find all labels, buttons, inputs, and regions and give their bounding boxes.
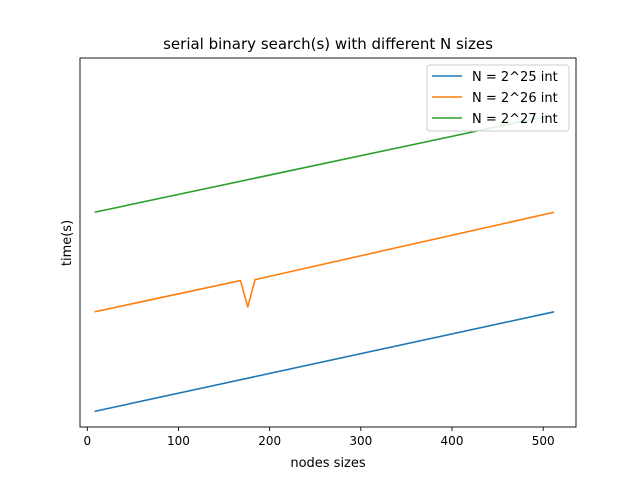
series-line-1 (94, 311, 555, 413)
x-tick-label: 300 (349, 434, 372, 448)
y-axis-label: time(s) (60, 220, 75, 266)
chart-title: serial binary search(s) with different N… (163, 35, 493, 53)
legend: N = 2^25 int N = 2^26 int N = 2^27 int (426, 64, 570, 132)
x-axis-ticks: 0 100 200 300 400 500 (83, 427, 555, 448)
legend-label-1: N = 2^25 int (472, 70, 558, 85)
x-tick-label: 500 (532, 434, 555, 448)
x-tick-label: 200 (258, 434, 281, 448)
x-tick-label: 100 (167, 434, 190, 448)
legend-label-3: N = 2^27 int (472, 112, 558, 127)
plot-frame (79, 57, 577, 428)
x-tick-label: 0 (83, 434, 91, 448)
x-axis-label: nodes sizes (290, 456, 366, 471)
legend-box (426, 64, 570, 132)
series-line-2 (94, 211, 555, 313)
legend-label-2: N = 2^26 int (472, 91, 558, 106)
x-tick-label: 400 (441, 434, 464, 448)
